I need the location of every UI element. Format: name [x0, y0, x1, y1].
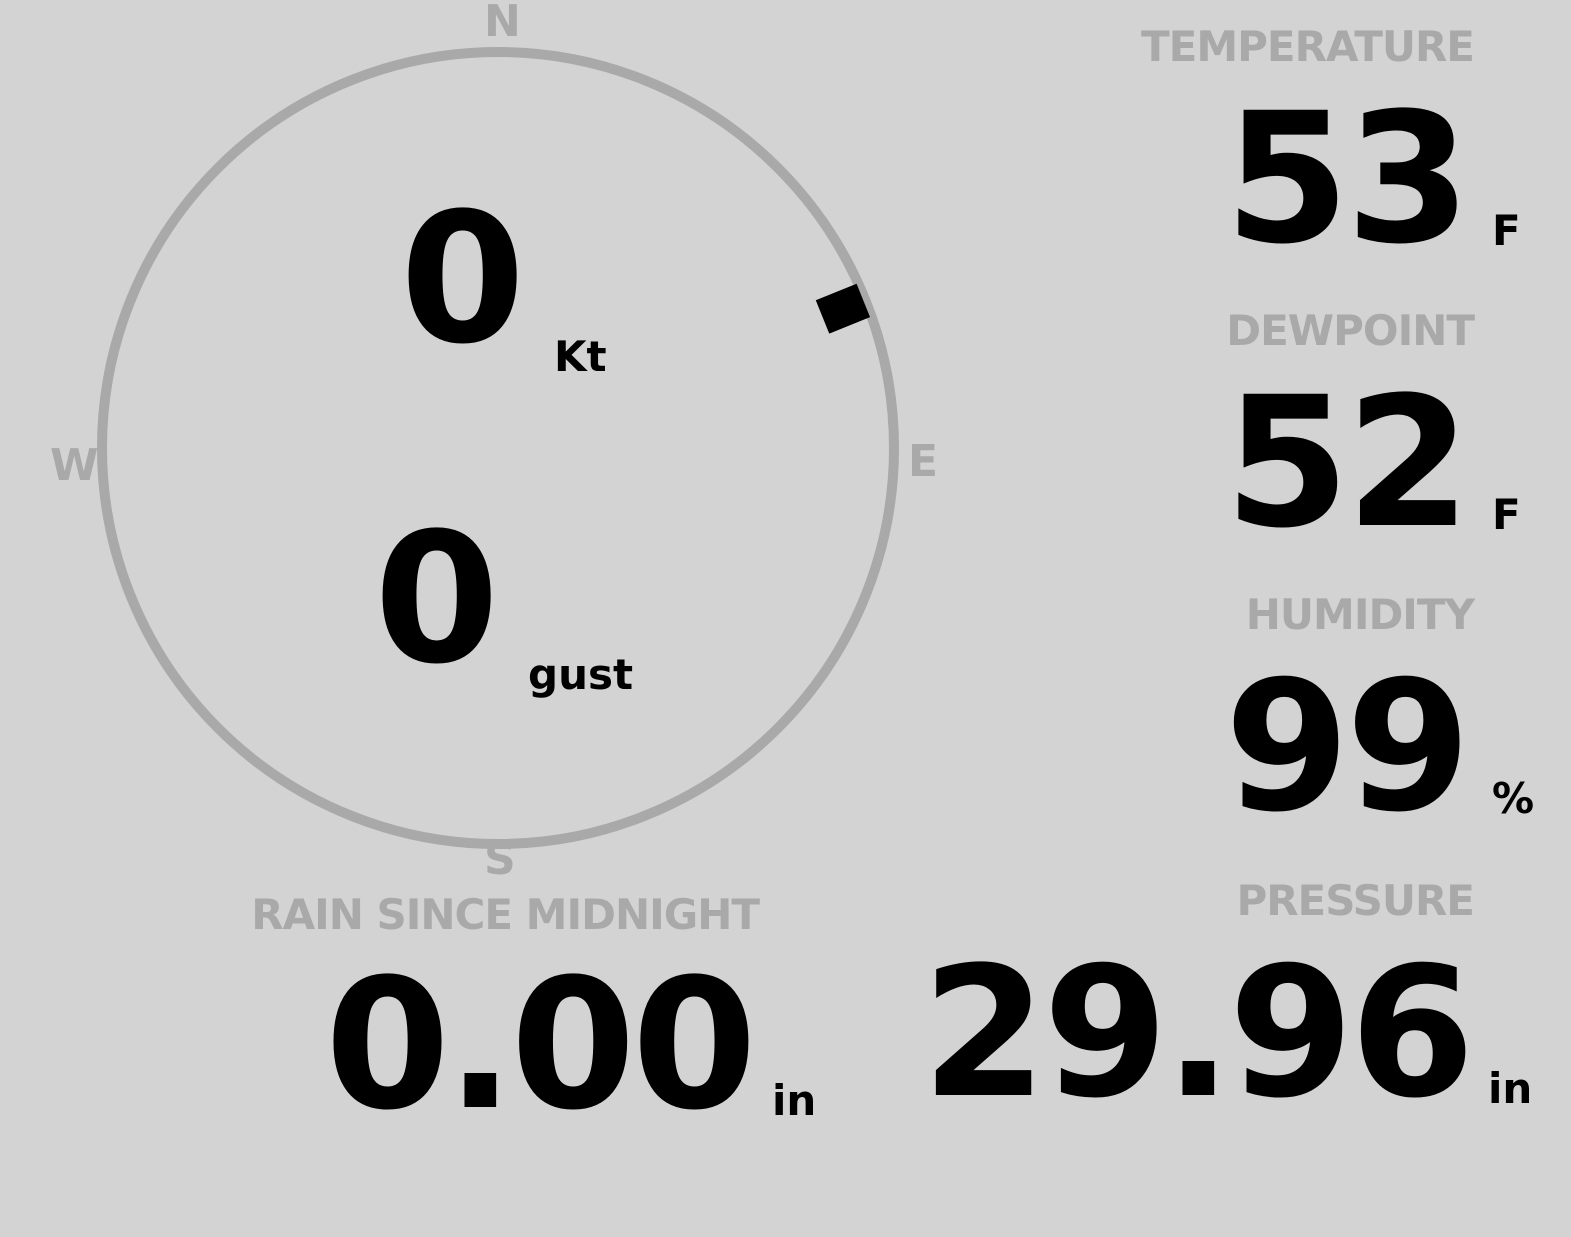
wind-speed-value: 0	[400, 175, 525, 384]
temperature-label: TEMPERATURE	[1141, 22, 1475, 71]
compass-south: S	[484, 834, 516, 885]
dewpoint-label: DEWPOINT	[1226, 306, 1475, 355]
pressure-label: PRESSURE	[1236, 876, 1475, 925]
wind-gust-unit: gust	[528, 650, 634, 699]
humidity-label: HUMIDITY	[1245, 590, 1475, 639]
rain-unit: in	[772, 1076, 817, 1125]
wind-gust-value: 0	[374, 495, 499, 704]
temperature-unit: F	[1492, 206, 1521, 255]
wind-compass	[97, 47, 899, 849]
pressure-unit: in	[1488, 1064, 1533, 1113]
compass-east: E	[908, 436, 939, 487]
wind-speed-unit: Kt	[554, 332, 607, 381]
rain-label: RAIN SINCE MIDNIGHT	[251, 890, 760, 939]
humidity-value: 99	[1224, 643, 1471, 852]
compass-north: N	[484, 0, 521, 47]
dewpoint-unit: F	[1492, 490, 1521, 539]
temperature-value: 53	[1224, 75, 1471, 284]
wind-direction-marker	[815, 283, 871, 334]
rain-value: 0.00	[324, 941, 757, 1150]
dewpoint-value: 52	[1224, 359, 1471, 568]
compass-west: W	[50, 440, 99, 491]
humidity-unit: %	[1492, 774, 1535, 823]
pressure-value: 29.96	[921, 929, 1475, 1138]
compass-ring	[97, 47, 899, 849]
